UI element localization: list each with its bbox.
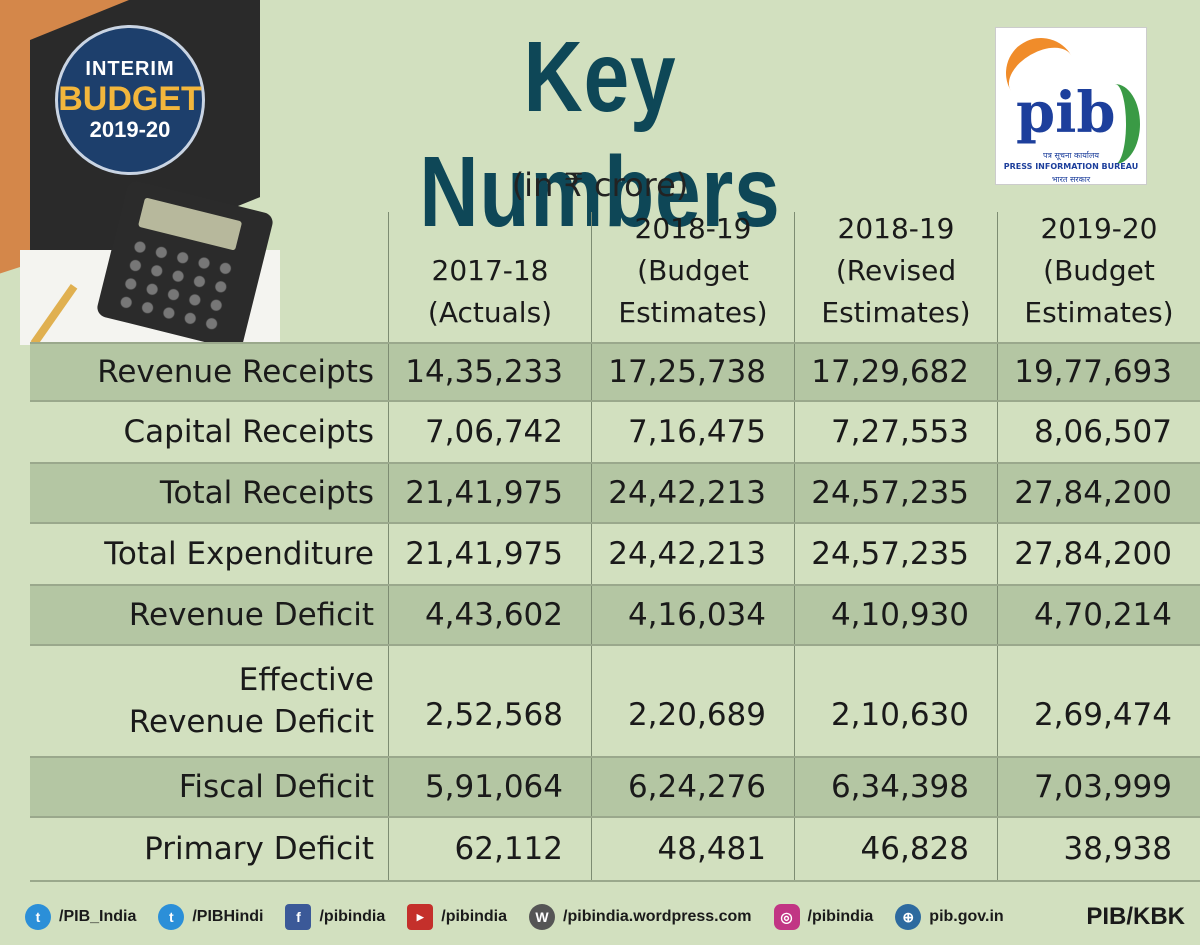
- table-cell: 5,91,064: [388, 758, 591, 816]
- table-cell: 7,03,999: [997, 758, 1200, 816]
- interim-budget-badge: INTERIM BUDGET 2019-20: [55, 25, 205, 175]
- table-cell: 27,84,200: [997, 524, 1200, 584]
- row-label: Total Receipts: [159, 475, 374, 511]
- unit-label: (in ₹ crore): [511, 166, 689, 204]
- col-header-2019-20-be: 2019-20 (Budget Estimates): [997, 212, 1200, 342]
- table-cell: 24,57,235: [794, 464, 997, 522]
- table-row: Effective Revenue Deficit 2,52,568 2,20,6…: [30, 646, 1200, 758]
- instagram-link[interactable]: ◎/pibindia: [773, 904, 873, 930]
- globe-icon: ⊕: [895, 904, 922, 930]
- table-cell: 6,34,398: [794, 758, 997, 816]
- table-cell: 24,57,235: [794, 524, 997, 584]
- col-header-2017-18: 2017-18 (Actuals): [388, 212, 591, 342]
- col-header-2018-19-be: 2018-19 (Budget Estimates): [591, 212, 794, 342]
- badge-line3: 2019-20: [89, 117, 171, 142]
- table-cell: 7,06,742: [388, 402, 591, 462]
- table-cell: 2,10,630: [794, 646, 997, 756]
- table-cell: 7,16,475: [591, 402, 794, 462]
- social-footer: t/PIB_India t/PIBHindi f/pibindia ▶/pibi…: [25, 900, 1185, 934]
- table-cell: 17,29,682: [794, 344, 997, 400]
- logo-english-line: PRESS INFORMATION BUREAU: [1003, 162, 1139, 171]
- table-cell: 24,42,213: [591, 464, 794, 522]
- page-title: Key Numbers: [419, 21, 781, 248]
- table-cell: 17,25,738: [591, 344, 794, 400]
- instagram-icon: ◎: [773, 904, 800, 930]
- table-row: Primary Deficit 62,112 48,481 46,828 38,…: [30, 818, 1200, 882]
- wordpress-icon: W: [529, 904, 556, 930]
- youtube-icon: ▶: [407, 904, 434, 930]
- logo-text: pib: [1016, 80, 1116, 146]
- row-label: Primary Deficit: [144, 831, 374, 867]
- twitter-icon: t: [158, 904, 185, 930]
- twitter-pib-hindi-link[interactable]: t/PIBHindi: [158, 904, 263, 930]
- row-label: Fiscal Deficit: [178, 769, 374, 805]
- table-cell: 2,52,568: [388, 646, 591, 756]
- badge-line2: BUDGET: [58, 80, 202, 118]
- table-cell: 24,42,213: [591, 524, 794, 584]
- row-label: Revenue Receipts: [97, 354, 374, 390]
- table-cell: 14,35,233: [388, 344, 591, 400]
- logo-hindi-line: पत्र सूचना कार्यालय: [1042, 151, 1100, 160]
- badge-line1: INTERIM: [85, 58, 175, 80]
- table-cell: 27,84,200: [997, 464, 1200, 522]
- twitter-icon: t: [25, 904, 51, 930]
- table-row: Capital Receipts 7,06,742 7,16,475 7,27,…: [30, 402, 1200, 464]
- table-header: 2017-18 (Actuals) 2018-19 (Budget Estimates…: [30, 212, 1200, 342]
- wordpress-link[interactable]: W/pibindia.wordpress.com: [529, 904, 752, 930]
- table-row: Revenue Deficit 4,43,602 4,16,034 4,10,9…: [30, 586, 1200, 646]
- table-cell: 48,481: [591, 818, 794, 880]
- key-numbers-table: 2017-18 (Actuals) 2018-19 (Budget Estimates…: [30, 212, 1200, 882]
- footer-brand: PIB/KBK: [1086, 903, 1185, 930]
- table-cell: 2,20,689: [591, 646, 794, 756]
- facebook-icon: f: [285, 904, 312, 930]
- table-cell: 4,10,930: [794, 586, 997, 644]
- table-row: Revenue Receipts 14,35,233 17,25,738 17,…: [30, 342, 1200, 402]
- table-cell: 38,938: [997, 818, 1200, 880]
- table-body: Revenue Receipts 14,35,233 17,25,738 17,…: [30, 342, 1200, 882]
- table-cell: 62,112: [388, 818, 591, 880]
- header-illustration: [0, 0, 290, 345]
- col-header-2018-19-re: 2018-19 (Revised Estimates): [794, 212, 997, 342]
- table-row: Total Expenditure 21,41,975 24,42,213 24…: [30, 524, 1200, 586]
- facebook-link[interactable]: f/pibindia: [285, 904, 385, 930]
- table-row: Fiscal Deficit 5,91,064 6,24,276 6,34,39…: [30, 758, 1200, 818]
- table-cell: 4,16,034: [591, 586, 794, 644]
- row-label: Total Expenditure: [104, 536, 374, 572]
- table-cell: 4,43,602: [388, 586, 591, 644]
- table-cell: 7,27,553: [794, 402, 997, 462]
- table-row: Total Receipts 21,41,975 24,42,213 24,57…: [30, 464, 1200, 524]
- table-cell: 21,41,975: [388, 524, 591, 584]
- table-cell: 19,77,693: [997, 344, 1200, 400]
- table-cell: 8,06,507: [997, 402, 1200, 462]
- header-blank: [30, 212, 388, 342]
- row-label: Revenue Deficit: [128, 597, 374, 633]
- pib-logo: pib पत्र सूचना कार्यालय PRESS INFORMATIO…: [995, 27, 1147, 185]
- logo-govt-line: भारत सरकार: [1051, 175, 1091, 184]
- twitter-pib-india-link[interactable]: t/PIB_India: [25, 904, 136, 930]
- website-link[interactable]: ⊕ pib.gov.in: [895, 904, 1004, 930]
- table-cell: 6,24,276: [591, 758, 794, 816]
- youtube-link[interactable]: ▶/pibindia: [407, 904, 507, 930]
- table-cell: 4,70,214: [997, 586, 1200, 644]
- table-cell: 2,69,474: [997, 646, 1200, 756]
- row-label: Capital Receipts: [123, 414, 374, 450]
- row-label: Effective Revenue Deficit: [128, 662, 374, 740]
- table-cell: 21,41,975: [388, 464, 591, 522]
- table-cell: 46,828: [794, 818, 997, 880]
